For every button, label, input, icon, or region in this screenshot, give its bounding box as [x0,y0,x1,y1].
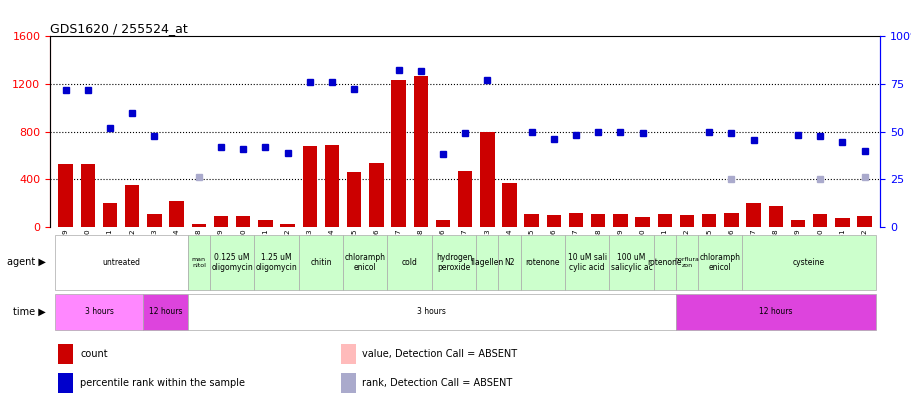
Bar [856,216,871,227]
Text: 3 hours: 3 hours [85,307,113,316]
Bar [254,235,299,290]
Text: hydrogen
peroxide: hydrogen peroxide [435,253,472,272]
Bar [435,220,450,227]
Bar [413,76,427,227]
Bar [457,171,472,227]
Text: 100 uM
salicylic ac: 100 uM salicylic ac [610,253,651,272]
Bar [742,235,875,290]
Text: 1.25 uM
oligomycin: 1.25 uM oligomycin [255,253,297,272]
Text: norflura
zon: norflura zon [674,257,699,268]
Text: 10 uM sali
cylic acid: 10 uM sali cylic acid [567,253,606,272]
Bar [369,162,384,227]
Bar [590,214,605,227]
Bar [609,235,653,290]
Bar [169,200,184,227]
Bar [299,235,343,290]
Text: cysteine: cysteine [793,258,824,267]
Bar [58,344,73,364]
Bar [258,220,272,227]
Bar [58,373,73,393]
Bar [612,214,627,227]
Bar [812,214,826,227]
Bar [302,146,317,227]
Bar [147,214,161,227]
Bar [191,224,206,227]
Bar [280,224,294,227]
Text: 3 hours: 3 hours [417,307,445,316]
Bar [768,206,783,227]
Bar [834,218,849,227]
Text: time ▶: time ▶ [13,307,46,317]
Bar [58,164,73,227]
Bar [343,235,387,290]
Bar [502,183,517,227]
Text: chloramph
enicol: chloramph enicol [344,253,385,272]
Bar [188,294,675,330]
Text: cold: cold [401,258,417,267]
Bar [103,203,118,227]
Bar [125,185,139,227]
Bar [391,81,405,227]
Bar [790,220,804,227]
Text: agent ▶: agent ▶ [6,257,46,267]
Bar [55,235,188,290]
Bar [341,373,355,393]
Bar [476,235,497,290]
Bar [635,217,650,227]
Bar [546,215,560,227]
Bar [657,214,671,227]
Text: man
nitol: man nitol [191,257,206,268]
Text: 0.125 uM
oligomycin: 0.125 uM oligomycin [211,253,252,272]
Bar [188,235,210,290]
Bar [701,214,716,227]
Text: rank, Detection Call = ABSENT: rank, Detection Call = ABSENT [362,378,512,388]
Bar [520,235,564,290]
Bar [143,294,188,330]
Bar [341,344,355,364]
Bar [653,235,675,290]
Text: N2: N2 [504,258,514,267]
Bar [479,132,494,227]
Bar [675,235,697,290]
Text: value, Detection Call = ABSENT: value, Detection Call = ABSENT [362,350,517,359]
Bar [324,145,339,227]
Bar [213,216,228,227]
Bar [524,214,538,227]
Bar [697,235,742,290]
Bar [387,235,432,290]
Bar [564,235,609,290]
Bar [210,235,254,290]
Bar [55,294,143,330]
Text: count: count [80,350,107,359]
Bar [745,203,760,227]
Text: percentile rank within the sample: percentile rank within the sample [80,378,245,388]
Text: flagellen: flagellen [470,258,504,267]
Text: untreated: untreated [102,258,140,267]
Text: rotenone: rotenone [647,258,681,267]
Bar [80,164,95,227]
Bar [497,235,520,290]
Text: 12 hours: 12 hours [758,307,792,316]
Bar [568,213,583,227]
Text: 12 hours: 12 hours [148,307,182,316]
Bar [236,216,251,227]
Bar [679,215,693,227]
Text: chloramph
enicol: chloramph enicol [699,253,740,272]
Text: rotenone: rotenone [525,258,559,267]
Bar [346,172,361,227]
Text: chitin: chitin [310,258,332,267]
Bar [432,235,476,290]
Bar [723,213,738,227]
Bar [675,294,875,330]
Text: GDS1620 / 255524_at: GDS1620 / 255524_at [50,22,188,35]
